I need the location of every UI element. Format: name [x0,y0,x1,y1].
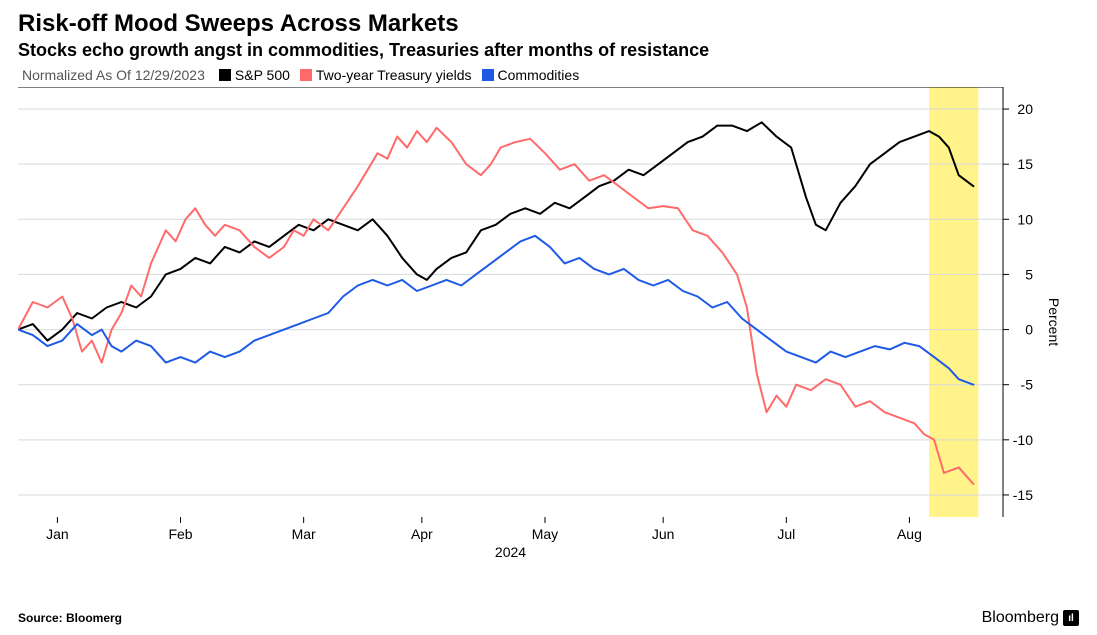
legend-item-treasury: Two-year Treasury yields [300,67,472,83]
svg-text:2024: 2024 [495,544,526,557]
brand: Bloomberg ıl [982,609,1079,627]
chart-area: 20 15 10 5 0 -5 -10 -15 Jan Feb Mar Apr May Jun Jul Aug… [18,87,1078,557]
y-axis-label: Percent [1046,298,1062,346]
chart-subtitle: Stocks echo growth angst in commodities,… [18,40,1079,61]
svg-text:-10: -10 [1013,432,1033,448]
svg-text:-5: -5 [1021,377,1034,393]
legend-label: Two-year Treasury yields [316,67,472,83]
legend: Normalized As Of 12/29/2023 S&P 500 Two-… [18,67,1079,83]
svg-text:Apr: Apr [411,526,433,542]
swatch-icon [300,69,312,81]
swatch-icon [219,69,231,81]
svg-text:May: May [532,526,558,542]
chart-title: Risk-off Mood Sweeps Across Markets [18,10,1079,38]
brand-label: Bloomberg [982,609,1059,627]
legend-label: S&P 500 [235,67,290,83]
svg-text:5: 5 [1025,266,1033,282]
swatch-icon [482,69,494,81]
source-text: Source: Bloomerg [18,611,122,625]
brand-icon: ıl [1063,610,1079,626]
svg-text:Mar: Mar [292,526,316,542]
svg-text:Feb: Feb [168,526,192,542]
legend-label: Commodities [498,67,580,83]
footer: Source: Bloomerg Bloomberg ıl [18,609,1079,627]
legend-item-commodities: Commodities [482,67,580,83]
svg-text:15: 15 [1017,156,1033,172]
legend-item-sp500: S&P 500 [219,67,290,83]
svg-text:Aug: Aug [897,526,922,542]
svg-text:20: 20 [1017,101,1033,117]
svg-text:-15: -15 [1013,487,1033,503]
svg-text:Jul: Jul [777,526,795,542]
svg-text:0: 0 [1025,322,1033,338]
legend-note: Normalized As Of 12/29/2023 [22,67,205,83]
svg-text:Jun: Jun [652,526,675,542]
svg-text:Jan: Jan [46,526,69,542]
svg-text:10: 10 [1017,211,1033,227]
line-chart: 20 15 10 5 0 -5 -10 -15 Jan Feb Mar Apr May Jun Jul Aug… [18,87,1078,557]
